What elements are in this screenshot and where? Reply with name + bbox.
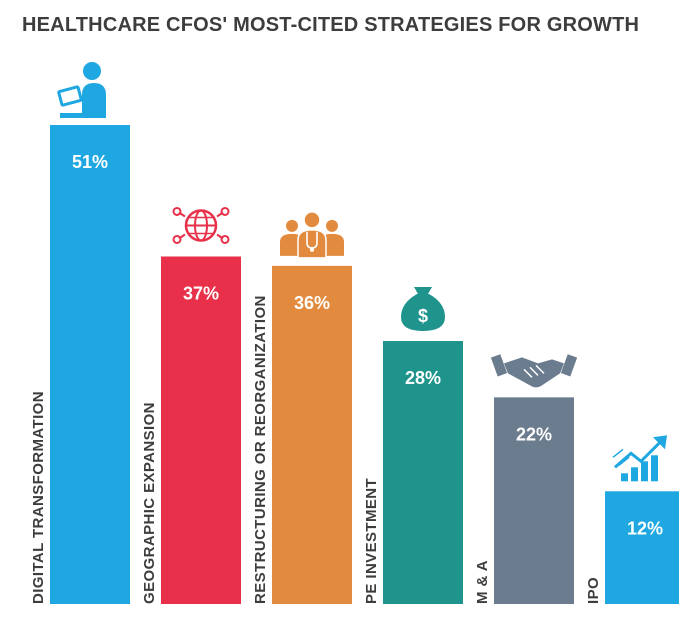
category-label-geographic-expansion: GEOGRAPHIC EXPANSION xyxy=(141,402,158,604)
bar-m-a xyxy=(494,397,574,604)
person-laptop-icon xyxy=(57,62,106,118)
value-label-restructuring-or-reorganization: 36% xyxy=(294,293,330,313)
bar-geographic-expansion xyxy=(161,256,241,604)
category-label-digital-transformation: DIGITAL TRANSFORMATION xyxy=(30,391,47,604)
chart-title: HEALTHCARE CFOS' MOST-CITED STRATEGIES F… xyxy=(22,14,640,36)
bar-restructuring-or-reorganization xyxy=(272,265,352,604)
money-bag-icon: $ xyxy=(401,287,445,332)
bar-ipo xyxy=(605,491,679,604)
category-label-restructuring-or-reorganization: RESTRUCTURING OR REORGANIZATION xyxy=(252,295,269,604)
category-label-pe-investment: PE INVESTMENT xyxy=(363,478,380,604)
value-label-m-a: 22% xyxy=(516,424,552,444)
globe-network-icon xyxy=(172,206,230,244)
bar-digital-transformation xyxy=(50,125,130,604)
growth-chart-icon xyxy=(612,435,667,482)
category-label-ipo: IPO xyxy=(585,577,602,604)
value-label-ipo: 12% xyxy=(627,518,663,538)
medical-team-icon xyxy=(280,211,344,259)
bar-pe-investment xyxy=(383,341,463,604)
value-label-pe-investment: 28% xyxy=(405,368,441,388)
value-label-digital-transformation: 51% xyxy=(72,152,108,172)
category-label-m-a: M & A xyxy=(474,560,491,604)
handshake-icon xyxy=(490,354,578,388)
dollar-sign: $ xyxy=(418,306,428,326)
value-label-geographic-expansion: 37% xyxy=(183,283,219,303)
